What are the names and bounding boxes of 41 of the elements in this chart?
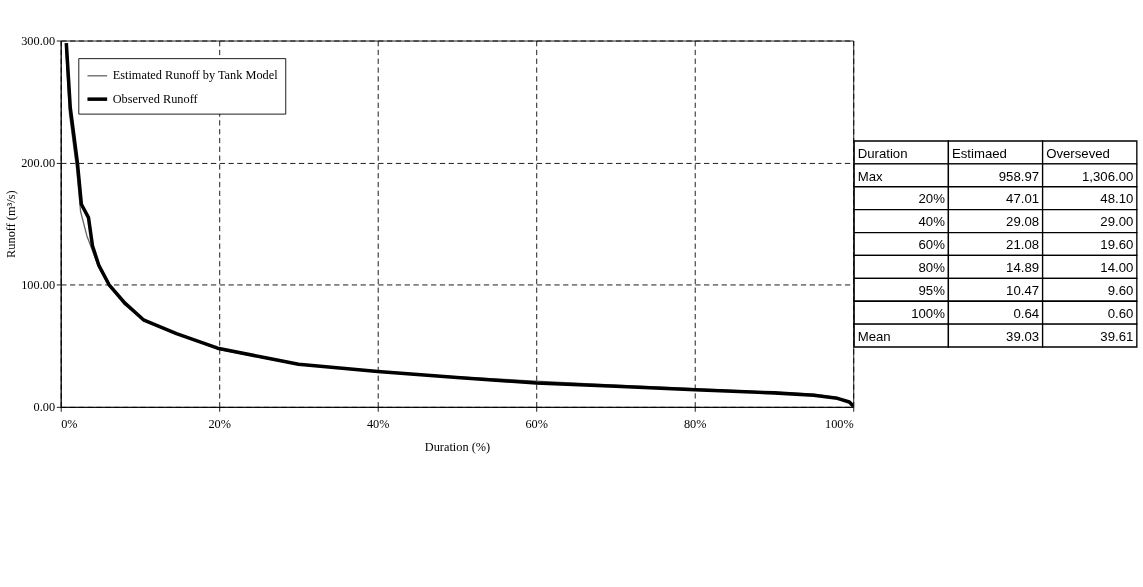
text: 1,306.00 [1081, 168, 1134, 184]
legend-label: Observed Runoff [112, 91, 199, 106]
y-tick-label: 300.00 [21, 33, 56, 48]
x-tick-label: 0% [61, 417, 78, 432]
text: 20% [918, 191, 945, 207]
text: 39.03 [1006, 328, 1040, 344]
text: 14.00 [1100, 260, 1134, 276]
text: 0.64 [1013, 305, 1040, 321]
category-label: Estimaed [951, 145, 1007, 161]
text: 40% [918, 214, 945, 230]
legend-label: Estimated Runoff by Tank Model [112, 68, 279, 83]
text: 47.01 [1006, 191, 1040, 207]
y-tick-label: 0.00 [33, 399, 56, 414]
text: 14.89 [1006, 260, 1040, 276]
category-label: Duration [857, 145, 908, 161]
text: 10.47 [1006, 283, 1040, 299]
text: 29.00 [1100, 214, 1134, 230]
text: 95% [918, 283, 945, 299]
x-tick-label: 60% [525, 417, 549, 432]
x-tick-label: 20% [208, 417, 231, 432]
text: 958.97 [998, 168, 1040, 184]
text: 39.61 [1100, 328, 1134, 344]
text: 48.10 [1100, 191, 1134, 207]
x-tick-label: 80% [683, 417, 707, 432]
category-label: Overseved [1046, 145, 1110, 161]
x-tick-label: 100% [824, 417, 854, 432]
text: 80% [918, 260, 945, 276]
text: Mean [857, 328, 891, 344]
x-axis-title: Duration (%) [424, 440, 491, 455]
x-tick-label: 40% [366, 417, 390, 432]
y-axis-title: Runoff (m³/s) [3, 190, 18, 258]
text: 29.08 [1006, 214, 1040, 230]
y-tick-label: 200.00 [21, 155, 56, 170]
text: Max [857, 168, 883, 184]
text: 9.60 [1107, 283, 1134, 299]
text: 19.60 [1100, 237, 1134, 253]
y-tick-label: 100.00 [21, 277, 56, 292]
text: 0.60 [1107, 305, 1134, 321]
text: 100% [911, 305, 945, 321]
text: 60% [918, 237, 945, 253]
text: 21.08 [1006, 237, 1040, 253]
